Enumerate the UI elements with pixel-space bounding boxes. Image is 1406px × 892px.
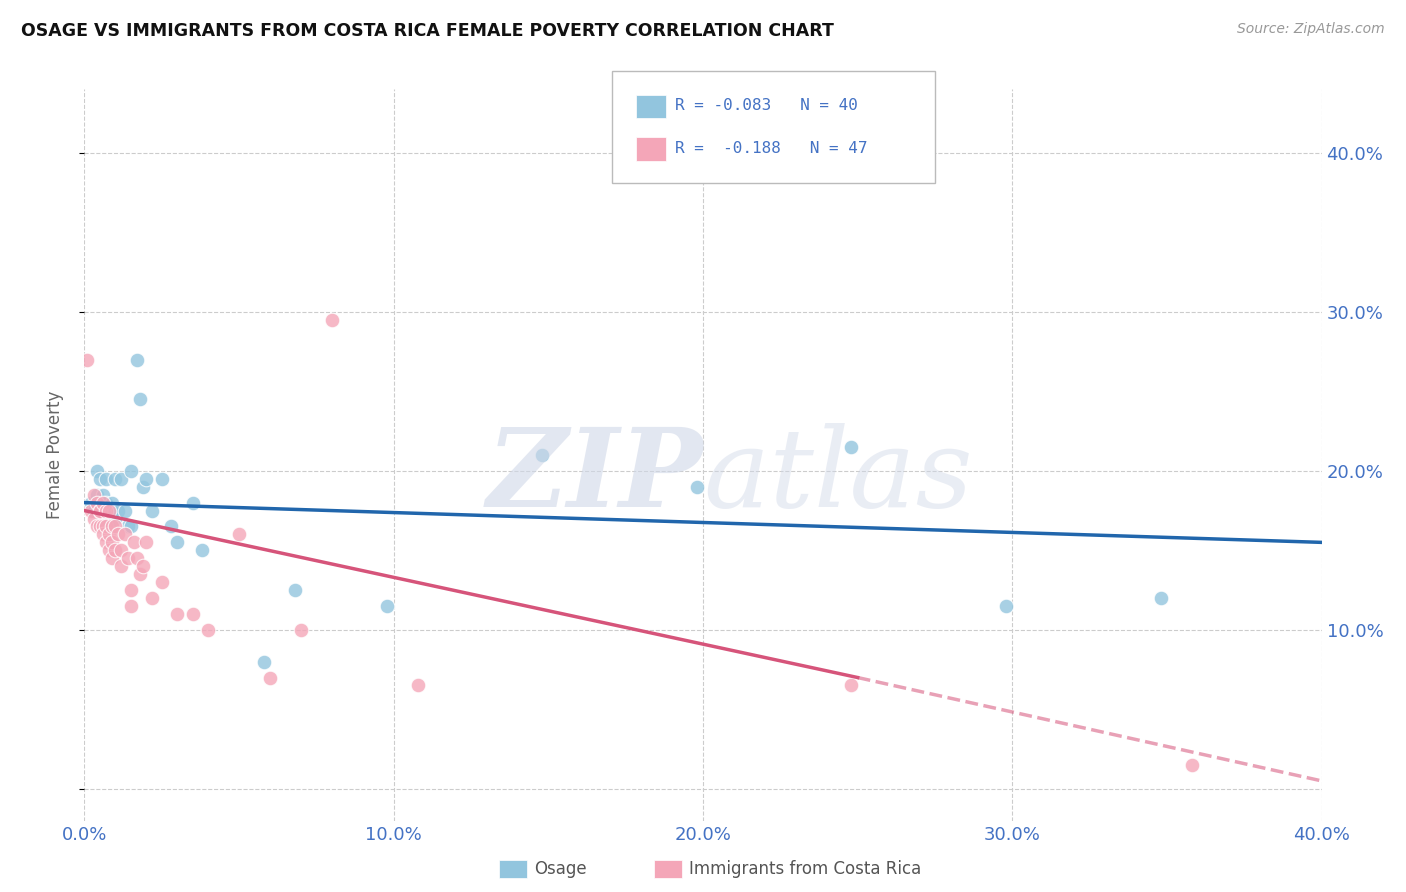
Text: Osage: Osage — [534, 860, 586, 878]
Point — [98, 503, 121, 517]
Point — [117, 551, 139, 566]
Point — [125, 551, 148, 566]
Point — [110, 472, 132, 486]
Point — [120, 464, 142, 478]
Point — [321, 312, 343, 326]
Point — [197, 623, 219, 637]
Point — [91, 511, 114, 525]
Point — [686, 480, 709, 494]
Point — [191, 543, 214, 558]
Text: ZIP: ZIP — [486, 423, 703, 531]
Point — [94, 535, 117, 549]
Point — [141, 591, 163, 605]
Point — [94, 472, 117, 486]
Point — [110, 543, 132, 558]
Point — [166, 535, 188, 549]
Point — [104, 511, 127, 525]
Point — [150, 472, 173, 486]
Point — [160, 519, 183, 533]
Point — [94, 495, 117, 509]
Point — [101, 519, 124, 533]
Point — [94, 519, 117, 533]
Point — [89, 472, 111, 486]
Point — [841, 678, 863, 692]
Point — [408, 678, 430, 692]
Point — [1181, 758, 1204, 772]
Point — [107, 503, 129, 517]
Point — [89, 503, 111, 517]
Text: Source: ZipAtlas.com: Source: ZipAtlas.com — [1237, 22, 1385, 37]
Point — [132, 559, 155, 574]
Point — [83, 488, 105, 502]
Point — [141, 503, 163, 517]
Point — [129, 567, 152, 582]
Text: R =  -0.188   N = 47: R = -0.188 N = 47 — [675, 141, 868, 155]
Point — [89, 519, 111, 533]
Point — [841, 440, 863, 454]
Point — [101, 535, 124, 549]
Point — [253, 655, 276, 669]
Point — [122, 535, 145, 549]
Point — [101, 503, 124, 517]
Point — [98, 519, 121, 533]
Point — [166, 607, 188, 621]
Point — [117, 519, 139, 533]
Point — [79, 495, 101, 509]
Point — [290, 623, 312, 637]
Point — [76, 352, 98, 367]
Text: OSAGE VS IMMIGRANTS FROM COSTA RICA FEMALE POVERTY CORRELATION CHART: OSAGE VS IMMIGRANTS FROM COSTA RICA FEMA… — [21, 22, 834, 40]
Point — [86, 495, 108, 509]
Point — [259, 671, 281, 685]
Point — [150, 575, 173, 590]
Point — [120, 599, 142, 613]
Point — [995, 599, 1018, 613]
Point — [79, 503, 101, 517]
Point — [125, 352, 148, 367]
Point — [98, 527, 121, 541]
Text: R = -0.083   N = 40: R = -0.083 N = 40 — [675, 98, 858, 112]
Point — [107, 527, 129, 541]
Point — [89, 503, 111, 517]
Point — [531, 448, 554, 462]
Point — [89, 503, 111, 517]
Point — [181, 495, 204, 509]
Point — [101, 551, 124, 566]
Point — [132, 480, 155, 494]
Point — [91, 519, 114, 533]
Point — [284, 583, 307, 598]
Point — [135, 535, 157, 549]
Point — [181, 607, 204, 621]
Point — [114, 503, 136, 517]
Point — [86, 519, 108, 533]
Point — [98, 543, 121, 558]
Point — [135, 472, 157, 486]
Point — [104, 472, 127, 486]
Point — [129, 392, 152, 407]
Point — [91, 527, 114, 541]
Point — [104, 519, 127, 533]
Point — [377, 599, 399, 613]
Point — [94, 503, 117, 517]
Point — [228, 527, 250, 541]
Point — [120, 583, 142, 598]
Point — [1150, 591, 1173, 605]
Point — [98, 503, 121, 517]
Point — [91, 488, 114, 502]
Text: atlas: atlas — [703, 423, 973, 531]
Point — [104, 543, 127, 558]
Point — [120, 519, 142, 533]
Point — [110, 559, 132, 574]
Point — [114, 527, 136, 541]
Y-axis label: Female Poverty: Female Poverty — [45, 391, 63, 519]
Point — [86, 488, 108, 502]
Point — [86, 464, 108, 478]
Point — [91, 495, 114, 509]
Point — [83, 503, 105, 517]
Text: Immigrants from Costa Rica: Immigrants from Costa Rica — [689, 860, 921, 878]
Point — [83, 511, 105, 525]
Point — [101, 495, 124, 509]
